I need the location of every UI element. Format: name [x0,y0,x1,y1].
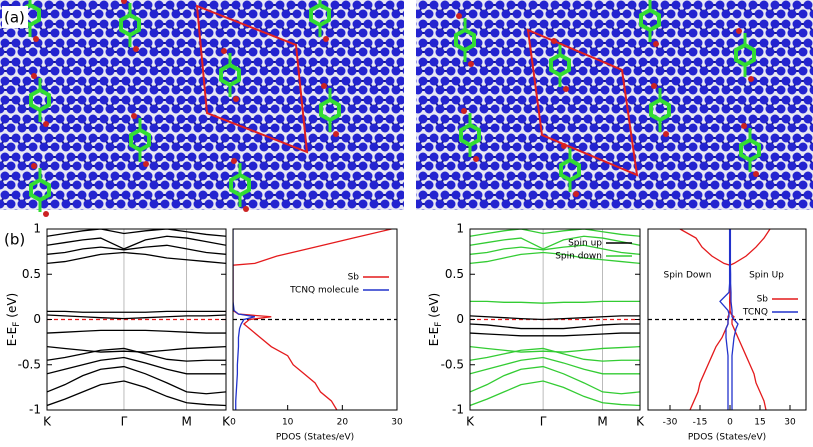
x-tick-label: 0 [230,418,236,428]
axes-frame [647,228,807,411]
band-line [470,323,640,330]
x-tick-label: M [597,415,607,429]
band-line [47,347,226,362]
x-axis-label: PDOS (States/eV) [688,433,766,443]
y-axis-label: E-EF (eV) [5,293,22,346]
y-axis-label: E-EF (eV) [427,293,444,346]
legend-label: TCNQ molecule [289,286,359,296]
plot-area [648,229,806,410]
y-label-sub: F [12,322,22,327]
band-line [470,347,640,362]
band-line [47,229,226,237]
band-line [470,315,640,321]
x-tick-label: 20 [337,418,349,428]
x-tick-label: 15 [754,418,765,428]
x-tick-label: Γ [540,415,547,429]
pdos-line [233,229,256,410]
pdos-line [679,229,731,410]
pdos-line [729,229,739,410]
band-line [47,310,226,313]
label-bg [2,6,28,28]
y-label-unit: (eV) [5,293,19,322]
panel-label: (b) [4,231,25,249]
legend-label: Spin up [568,239,602,249]
legend-label: TCNQ [742,308,768,318]
y-tick-label: 1 [456,222,464,236]
x-tick-label: K [222,415,231,429]
structure-left [0,0,404,219]
x-tick-label: -30 [663,418,678,428]
legend-label: Sb [348,273,360,283]
band-line [47,251,226,265]
legend-label: Sb [757,295,769,305]
y-tick-label: -0.5 [18,357,41,371]
band-line [470,380,640,407]
y-tick-label: 0.5 [445,267,464,281]
plot-area [47,229,226,410]
band-line [470,244,640,255]
structure-right [416,0,813,210]
x-tick-label: K [466,415,475,429]
plot-area [233,229,397,410]
x-tick-label: 10 [282,418,294,428]
y-label-main: E-E [5,327,19,347]
y-label-main: E-E [427,327,441,347]
annotation: Spin Up [749,271,784,281]
band-line [470,365,640,395]
y-tick-label: -0.5 [441,357,464,371]
plot-area [470,229,640,410]
x-tick-label: Γ [121,415,128,429]
y-tick-label: 0 [456,312,464,326]
y-label-unit: (eV) [427,293,441,322]
x-tick-label: -15 [693,418,708,428]
band-line [470,356,640,375]
band-line [470,229,640,237]
band-line [47,365,226,395]
axes-frame [232,228,398,411]
y-tick-label: 0.5 [22,267,41,281]
x-tick-label: K [43,415,52,429]
annotation: Spin Down [664,271,712,281]
x-axis-label: PDOS (States/eV) [276,433,354,443]
band-line [47,235,226,250]
band-line [47,314,226,320]
y-tick-label: 0 [33,312,41,326]
axes-frame [469,228,641,411]
y-tick-label: -1 [29,403,41,417]
y-tick-label: -1 [452,403,464,417]
x-tick-label: 30 [391,418,403,428]
x-tick-label: K [636,415,645,429]
band-line [470,332,640,337]
pdos-line [719,229,731,410]
x-tick-label: 30 [784,418,796,428]
pdos-line [233,229,392,410]
y-tick-label: 1 [33,222,41,236]
band-line [47,329,226,334]
axes-frame [46,228,227,411]
band-line [470,235,640,250]
y-label-sub: F [434,322,444,327]
panel-label: (a) [4,9,25,27]
legend-label: Spin down [555,252,602,262]
x-tick-label: M [181,415,191,429]
band-line [47,380,226,407]
band-line [47,356,226,375]
pdos-line [729,229,771,410]
band-line [470,300,640,304]
x-tick-label: 0 [727,418,733,428]
band-line [47,244,226,255]
band-line [470,251,640,265]
